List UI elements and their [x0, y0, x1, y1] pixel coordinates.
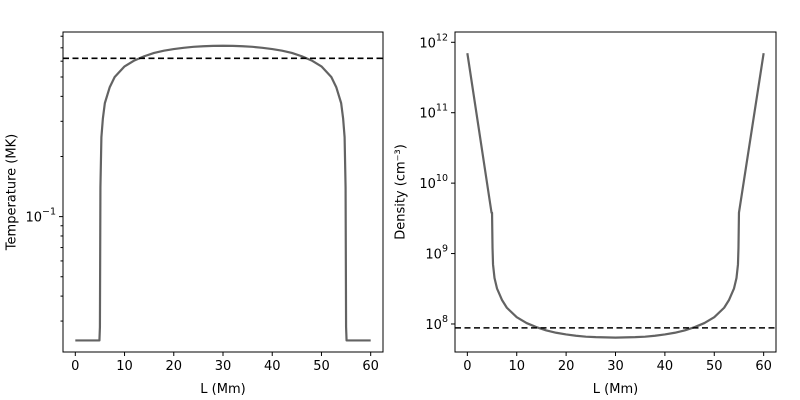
density-y-tick-label-3: 1011 — [419, 103, 448, 122]
temperature-x-tick-label-20: 20 — [165, 359, 182, 374]
density-x-tick-label-40: 40 — [657, 359, 674, 374]
temperature-series-line-0 — [75, 44, 371, 342]
density-x-tick-label-10: 10 — [508, 359, 525, 374]
temperature-x-tick-label-0: 0 — [71, 359, 79, 374]
density-panel: 0 10 20 30 40 50 60 108 109 1010 1011 1012 L (Mm) Den… — [394, 31, 777, 397]
density-x-tick-label-20: 20 — [558, 359, 575, 374]
density-y-axis-label: Density (cm⁻³) — [394, 144, 409, 240]
density-x-tick-label-30: 30 — [607, 359, 624, 374]
density-x-axis-label: L (Mm) — [593, 382, 638, 397]
density-plot-frame — [454, 31, 777, 353]
temperature-x-tick-label-10: 10 — [116, 359, 133, 374]
density-x-tick-label-50: 50 — [706, 359, 723, 374]
temperature-plot-frame — [62, 31, 384, 353]
temperature-y-tick-label-0: 10−1 — [25, 207, 56, 226]
density-y-tick-label-0: 108 — [425, 314, 448, 333]
temperature-y-axis-label: Temperature (MK) — [5, 134, 20, 251]
density-series-line-0 — [466, 53, 765, 339]
temperature-panel: 0 10 20 30 40 50 60 10−1 L (Mm) Temperature (MK) — [5, 31, 384, 397]
density-y-tick-label-2: 1010 — [419, 173, 448, 192]
temperature-x-tick-label-50: 50 — [313, 359, 330, 374]
density-x-tick-label-0: 0 — [463, 359, 471, 374]
temperature-x-axis-label: L (Mm) — [200, 382, 245, 397]
density-y-tick-label-4: 1012 — [419, 32, 448, 51]
temperature-x-tick-label-40: 40 — [264, 359, 281, 374]
density-x-tick-label-60: 60 — [755, 359, 772, 374]
temperature-x-tick-label-60: 60 — [362, 359, 379, 374]
density-y-tick-label-1: 109 — [425, 244, 448, 263]
temperature-x-tick-label-30: 30 — [215, 359, 232, 374]
